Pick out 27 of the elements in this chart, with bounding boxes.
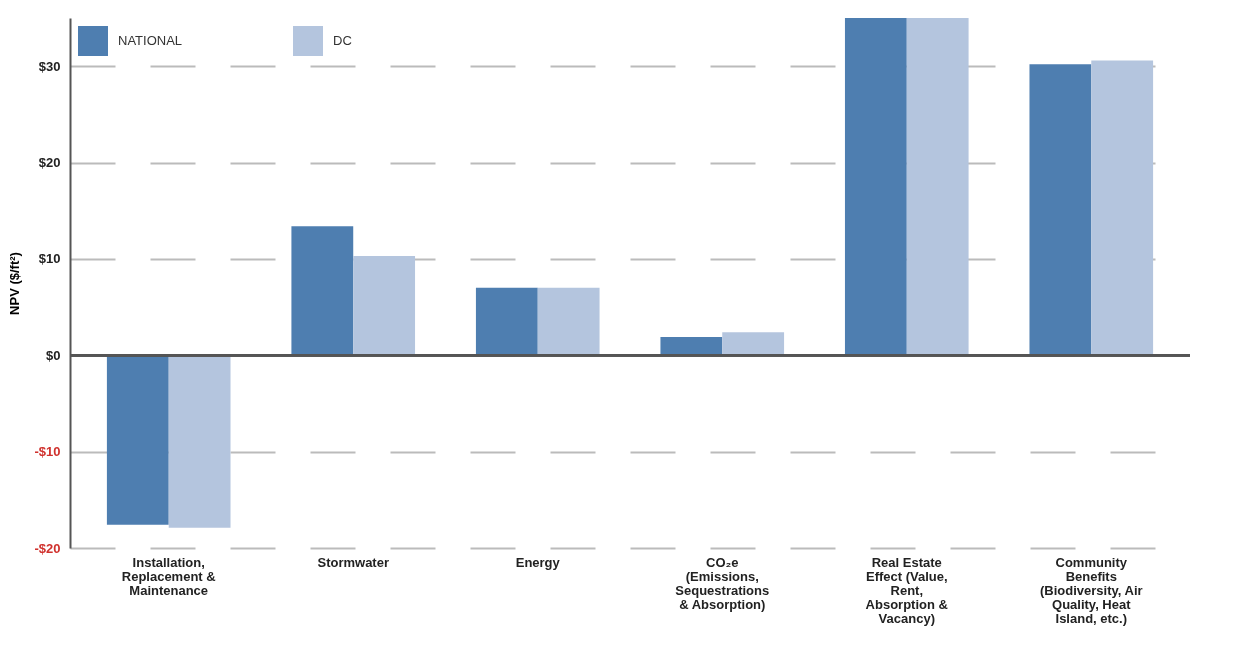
bar	[1029, 64, 1092, 356]
bar	[722, 332, 785, 356]
legend-label: DC	[333, 33, 352, 48]
y-tick-label: -$10	[34, 444, 61, 460]
bar	[844, 18, 907, 356]
y-tick-label: $0	[46, 347, 61, 363]
legend-label: NATIONAL	[118, 33, 183, 48]
x-tick-label: Stormwater	[317, 554, 389, 570]
bar	[1091, 60, 1154, 356]
x-tick-label: Energy	[515, 554, 561, 570]
bar	[353, 256, 416, 356]
bar	[660, 336, 723, 356]
x-tick-label: Community Benefits (Biodiversity, Air Quality, Heat Island, etc.)	[1040, 554, 1143, 626]
bar	[106, 355, 169, 525]
bar	[291, 226, 354, 356]
x-tick-label: CO₂e (Emissions, Sequestrations & Absorption)	[675, 554, 770, 612]
bar	[537, 287, 600, 356]
bar	[906, 18, 969, 356]
y-tick-label: $10	[38, 251, 61, 267]
y-tick-label: $20	[38, 155, 61, 171]
y-axis-title: NPV ($/ft²)	[7, 252, 23, 315]
x-tick-label: Real Estate Effect (Value, Rent, Absorption & Vacancy)	[865, 554, 948, 626]
x-tick-label: Installation, Replacement & Maintenance	[121, 554, 216, 598]
bar	[168, 355, 231, 528]
bar	[475, 287, 538, 356]
y-tick-label: -$20	[34, 540, 61, 556]
y-tick-label: $30	[38, 58, 61, 74]
